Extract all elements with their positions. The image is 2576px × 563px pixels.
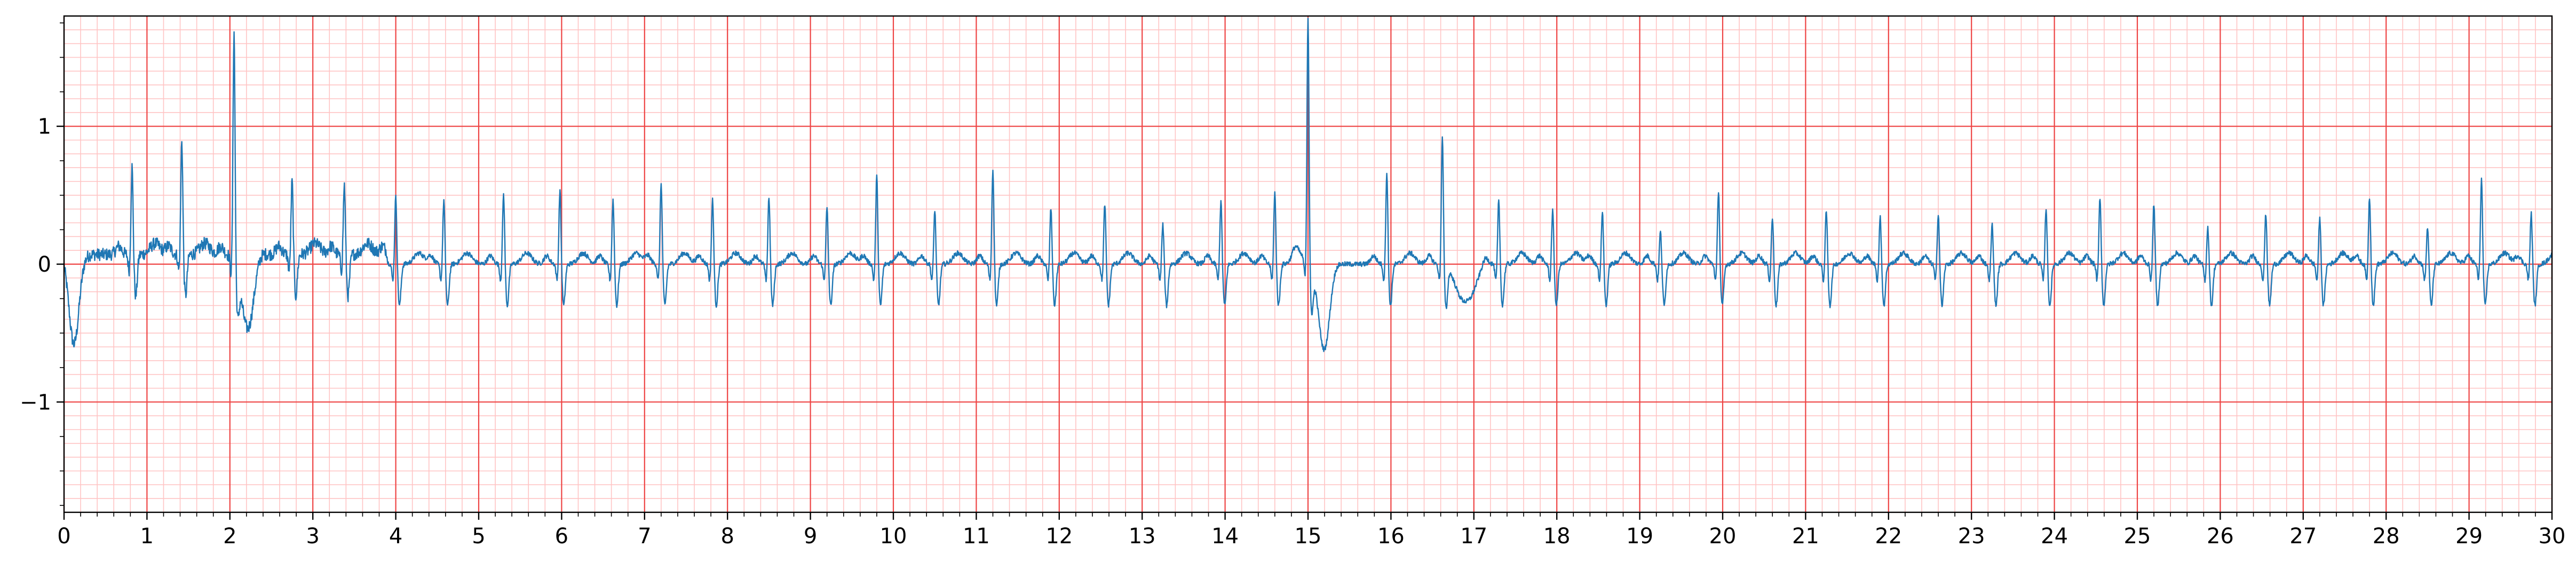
x-tick-label: 23 [1958,524,1985,549]
x-tick-label: 26 [2207,524,2234,549]
y-tick-label: −1 [20,390,51,415]
x-tick-label: 0 [57,524,70,549]
ecg-signal-line [63,18,2553,352]
x-tick-label: 28 [2373,524,2400,549]
x-tick-label: 25 [2124,524,2151,549]
x-tick-label: 1 [140,524,154,549]
x-tick-label: 30 [2539,524,2566,549]
x-tick-label: 19 [1626,524,1653,549]
x-tick-labels: 0 1 2 3 4 5 6 7 8 9 10 11 12 13 14 15 16 17 18 19 20 21 22 23 24… [57,524,2565,549]
x-tick-label: 7 [638,524,651,549]
x-tick-label: 4 [389,524,402,549]
x-tick-label: 15 [1295,524,1322,549]
x-tick-label: 22 [1875,524,1902,549]
x-tick-label: 21 [1792,524,1819,549]
x-tick-label: 18 [1543,524,1571,549]
x-tick-label: 13 [1129,524,1156,549]
x-tick-label: 24 [2041,524,2068,549]
x-tick-label: 9 [804,524,817,549]
major-grid [63,16,2553,512]
x-tick-label: 5 [472,524,485,549]
x-tick-label: 8 [720,524,734,549]
y-tick-labels: −1 0 1 [20,115,51,415]
y-tick-label: 0 [38,252,51,277]
x-tick-label: 12 [1045,524,1073,549]
y-tick-label: 1 [38,115,51,139]
axis-ticks [57,22,2553,520]
x-tick-label: 3 [306,524,319,549]
x-tick-label: 2 [223,524,236,549]
x-tick-label: 11 [963,524,990,549]
x-tick-label: 20 [1709,524,1737,549]
x-tick-label: 14 [1211,524,1239,549]
x-tick-label: 10 [880,524,907,549]
x-tick-label: 6 [555,524,568,549]
x-tick-label: 29 [2455,524,2483,549]
x-tick-label: 17 [1460,524,1487,549]
x-tick-label: 16 [1377,524,1405,549]
x-tick-label: 27 [2289,524,2317,549]
plot-frame [63,15,2553,513]
